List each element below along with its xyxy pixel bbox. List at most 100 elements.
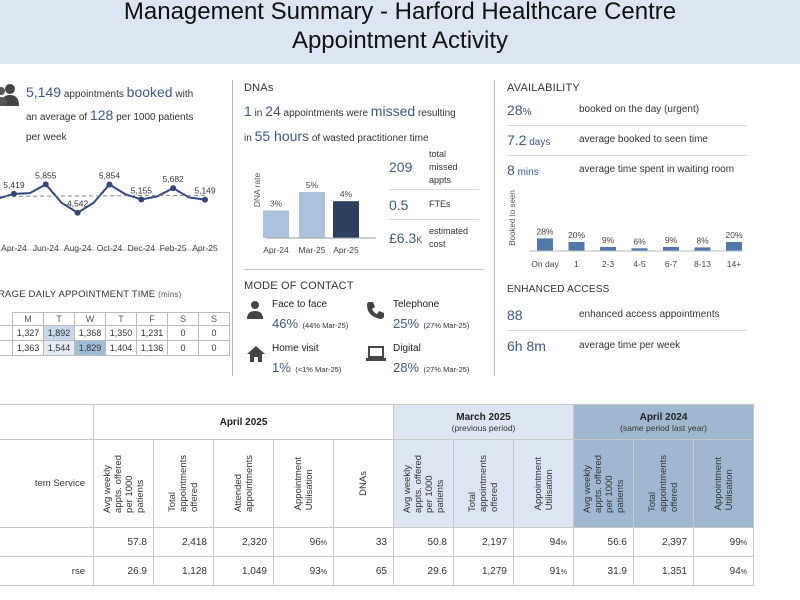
column-header-label: Avg weekly appts. offered per 1000 patie… — [101, 454, 146, 513]
dna-stat-label: cost — [429, 239, 446, 249]
group-title: April 2024 — [639, 411, 688, 423]
people-icon — [0, 84, 19, 106]
enhanced-desc: average time per week — [579, 340, 681, 351]
group-header: April 2024 (same period last year) — [573, 404, 754, 440]
column-header-label: Total appointments offered — [647, 454, 680, 513]
column-header-label: Total appointments offered — [167, 454, 200, 513]
availability-row: 7.2 days average booked to seen time — [507, 126, 747, 156]
cell-value: 1,128 — [181, 565, 207, 577]
dna-t3: of wasted practitioner time — [311, 133, 429, 144]
x-tick-label: Apr-24 — [1, 243, 27, 253]
cell-value: 96 — [309, 536, 321, 548]
data-label: 9% — [665, 235, 678, 245]
enhanced-value: 6h 8m — [507, 338, 546, 354]
data-label: 20% — [725, 230, 742, 240]
dna-t1: appointments were — [283, 108, 369, 119]
cell-value: 94 — [549, 536, 561, 548]
dna-stat-label: total — [429, 149, 447, 159]
row-label — [0, 527, 94, 557]
page-header: Management Summary - Harford Healthcare … — [0, 0, 800, 64]
line-point — [138, 196, 145, 203]
daily-cell: 1,544 — [43, 340, 75, 356]
data-label: 5,682 — [163, 174, 185, 184]
column-header-label: Avg weekly appts. offered per 1000 patie… — [581, 454, 626, 513]
daily-row-label — [0, 325, 13, 341]
mode-value: 46% — [272, 316, 299, 331]
booked-text4: per 1000 patients — [116, 112, 194, 123]
availability-value: 7.2 days — [507, 132, 550, 148]
availability-desc: average time spent in waiting room — [579, 164, 735, 175]
booked-text1: appointments — [63, 89, 124, 100]
dna-stat-label: FTEs — [429, 199, 451, 209]
daily-cell: 1,350 — [105, 325, 137, 341]
table-cell: 2,320 — [213, 527, 274, 557]
column-header-label: Attended appointments — [232, 454, 255, 513]
dna-cost-unit: K — [416, 235, 423, 245]
mode-item-phone: Telephone 25% (27% Mar-25) — [393, 299, 469, 333]
x-tick-label: 1 — [574, 259, 579, 269]
mode-prev: (<1% Mar-25) — [295, 365, 342, 374]
column-header: Total appointments offered — [453, 439, 514, 528]
cell-value: 1,351 — [661, 565, 687, 577]
table-cell: 26.9 — [93, 556, 154, 586]
day-header: M — [12, 312, 44, 326]
data-label: 4% — [340, 189, 353, 199]
cell-value: 99 — [729, 536, 741, 548]
laptop-icon — [366, 346, 386, 361]
dna-summary: 1 in 24 appointments were missed resulti… — [244, 100, 489, 150]
dna-mode-divider — [244, 269, 484, 270]
day-header: S — [167, 312, 199, 326]
mode-title: MODE OF CONTACT — [244, 280, 354, 292]
line-point — [106, 181, 113, 188]
column-header: Appointment Utilisation — [693, 439, 754, 528]
table-cell: 50.8 — [393, 527, 454, 557]
data-label: 5,854 — [99, 170, 121, 180]
dna-stat-value: 0.5 — [389, 197, 409, 213]
x-tick-label: Feb-25 — [160, 243, 187, 253]
cell-value: 2,397 — [661, 536, 687, 548]
table-cell: 65 — [333, 556, 394, 586]
availability-unit: days — [526, 137, 551, 148]
daily-cell: 0 — [167, 325, 199, 341]
daily-row: 1,327 1,892 1,368 1,350 1,231 0 0 — [0, 325, 230, 341]
person-icon — [247, 301, 263, 319]
x-tick-label: On day — [531, 259, 559, 269]
line-point — [42, 181, 49, 188]
page-subtitle: Appointment Activity — [291, 27, 509, 54]
cell-value: 50.8 — [427, 536, 447, 548]
table-cell: 2,397 — [633, 527, 694, 557]
x-tick-label: Jun-24 — [33, 243, 59, 253]
avail-bar — [726, 242, 742, 251]
daily-cell: 1,892 — [43, 325, 75, 341]
column-header: Appointment Utilisation — [513, 439, 574, 528]
divider-left — [232, 80, 233, 376]
x-tick-label: Dec-24 — [128, 243, 156, 253]
dna-bar-chart: DNA rate 3% Apr-24 5% Mar-25 4% Apr-25 — [252, 172, 376, 255]
availability-row: 28% booked on the day (urgent) — [507, 96, 747, 126]
cell-value: 2,320 — [241, 536, 267, 548]
cell-value: 2,197 — [481, 536, 507, 548]
dna-stat-cost: £6.3K estimated cost — [389, 220, 479, 256]
column-header-label: Appointment Utilisation — [292, 456, 315, 511]
data-label: 4,542 — [67, 199, 89, 209]
dna-stat-label: estimated — [429, 226, 469, 236]
line-point — [170, 185, 177, 192]
data-label: 9% — [602, 235, 615, 245]
column-header: Avg weekly appts. offered per 1000 patie… — [93, 439, 154, 528]
service-column-header: tem Service — [0, 439, 94, 528]
table-cell: 1,128 — [153, 556, 214, 586]
cell-unit: % — [560, 539, 567, 547]
dna-stat-value: £6.3K — [389, 230, 422, 246]
x-tick-label: Apr-25 — [192, 243, 218, 253]
table-cell: 93% — [273, 556, 334, 586]
availability-row: 8 mins average time spent in waiting roo… — [507, 156, 747, 186]
dna-title: DNAs — [244, 82, 274, 94]
avail-bar — [694, 247, 711, 251]
booked-summary: 5,149 appointments booked with an averag… — [26, 82, 226, 148]
availability-title: AVAILABILITY — [507, 82, 580, 94]
column-header-label: Appointment Utilisation — [532, 456, 555, 511]
daily-cell: 0 — [198, 325, 230, 341]
mode-item-digital: Digital 28% (27% Mar-25) — [393, 343, 469, 377]
table-cell: 99% — [693, 527, 754, 557]
